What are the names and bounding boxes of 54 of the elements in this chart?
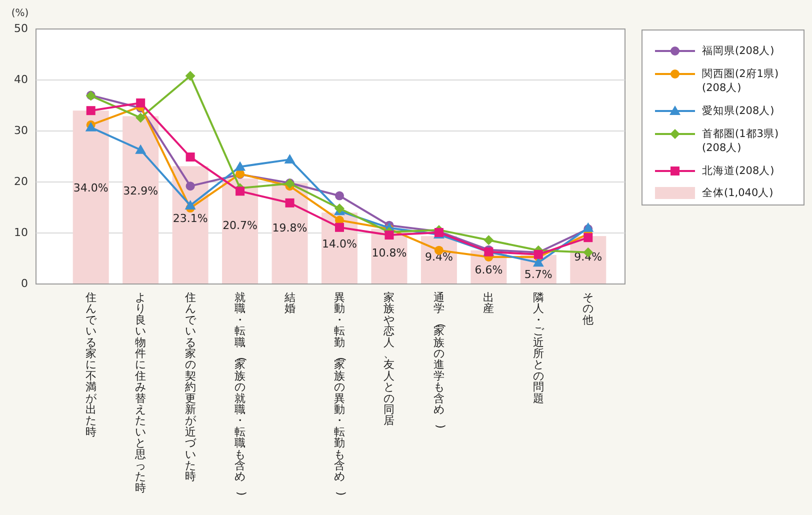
category-label: 住んでいる家に不満が出た時 xyxy=(85,291,96,438)
y-axis-title: (%) xyxy=(11,8,29,19)
y-tick-label: 50 xyxy=(14,22,28,36)
point xyxy=(136,112,146,123)
point xyxy=(234,161,246,171)
point xyxy=(335,222,344,232)
bar xyxy=(72,110,109,284)
point xyxy=(184,200,196,210)
point xyxy=(185,70,196,81)
data-label: 14.0% xyxy=(322,238,357,251)
point xyxy=(236,186,245,196)
data-label: 32.9% xyxy=(123,184,158,198)
y-tick-label: 20 xyxy=(14,175,28,188)
point xyxy=(284,154,296,164)
legend-label: 愛知県(208人) xyxy=(702,104,774,117)
bar xyxy=(122,116,159,284)
category-label: 家族や恋人、友人との同居 xyxy=(384,291,395,428)
data-label: 20.7% xyxy=(222,218,258,232)
data-label: 5.7% xyxy=(524,268,552,281)
legend-label: 全体(1,040人) xyxy=(702,186,774,199)
point xyxy=(532,257,544,267)
category-label: 住んでいる家の契約更新が近づいた時 xyxy=(184,291,196,484)
point xyxy=(135,144,146,154)
bar xyxy=(172,166,208,284)
data-label: 34.0% xyxy=(73,182,108,195)
legend-label: 北海道(208人) xyxy=(702,164,774,177)
category-label: 通学(家族の進学も含め) xyxy=(433,291,447,428)
x-tick-label: 結婚 xyxy=(283,291,296,316)
y-tick-label: 30 xyxy=(14,124,28,138)
legend-label: 首都圏(1都3県)(208人) xyxy=(702,126,779,154)
point xyxy=(335,191,344,200)
bar xyxy=(222,178,258,284)
legend-label: 福岡県(208人) xyxy=(702,44,774,57)
category-label: 隣人・ご近所との問題 xyxy=(532,291,544,405)
y-tick-label: 10 xyxy=(14,226,28,240)
y-tick-label: 40 xyxy=(14,73,28,86)
data-label: 6.6% xyxy=(474,263,503,276)
bar xyxy=(272,183,308,284)
data-label: 10.8% xyxy=(372,246,407,260)
point xyxy=(384,230,394,240)
legend-label: 関西圏(2府1県)(208人) xyxy=(702,66,779,94)
category-label: より良い物件に住み替えたいと思った時 xyxy=(135,291,146,494)
point xyxy=(285,198,294,208)
data-label: 19.8% xyxy=(272,221,308,234)
point xyxy=(86,106,96,116)
x-tick-label: その他 xyxy=(582,291,594,326)
point xyxy=(136,98,146,108)
point xyxy=(484,235,494,246)
x-tick-label: 出産 xyxy=(483,291,494,316)
point xyxy=(584,233,593,242)
data-label: 23.1% xyxy=(172,212,208,226)
point xyxy=(186,152,195,162)
y-tick-label: 0 xyxy=(21,277,28,290)
point xyxy=(186,182,195,191)
